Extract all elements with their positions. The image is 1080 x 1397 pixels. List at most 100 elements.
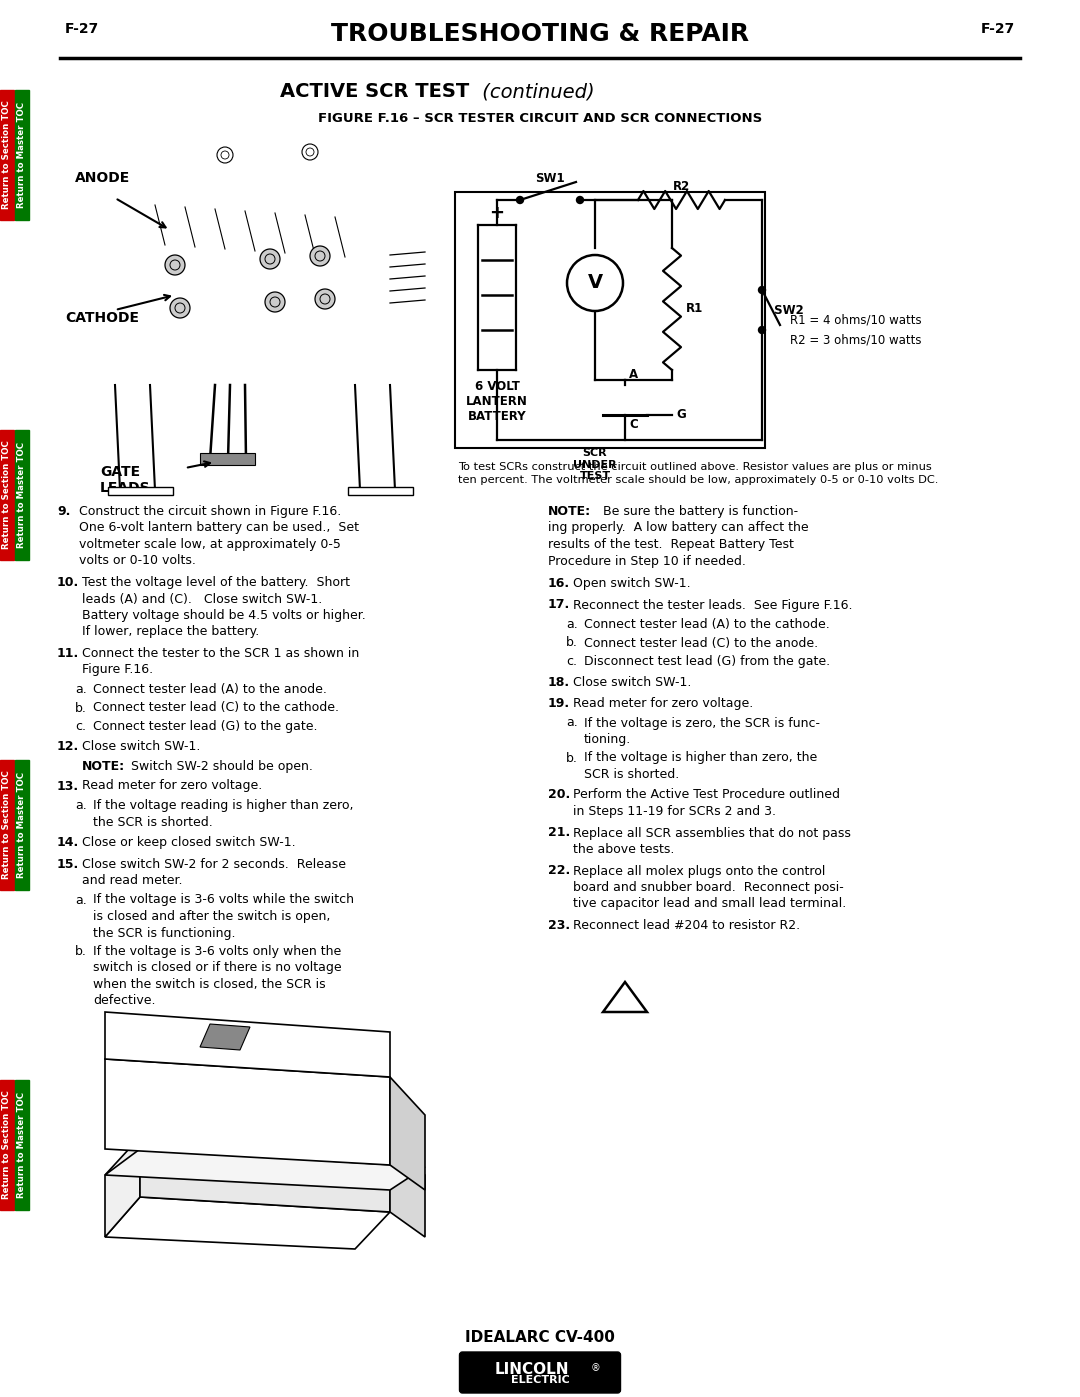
Text: Connect tester lead (G) to the gate.: Connect tester lead (G) to the gate. xyxy=(93,719,318,733)
Bar xyxy=(200,453,255,465)
Text: Disconnect test lead (G) from the gate.: Disconnect test lead (G) from the gate. xyxy=(584,655,831,668)
Text: leads (A) and (C).   Close switch SW-1.: leads (A) and (C). Close switch SW-1. xyxy=(82,592,322,605)
Text: IDEALARC CV-400: IDEALARC CV-400 xyxy=(465,1330,615,1345)
Text: To test SCRs construct the circuit outlined above. Resistor values are plus or m: To test SCRs construct the circuit outli… xyxy=(458,462,932,472)
Text: Return to Master TOC: Return to Master TOC xyxy=(17,102,27,208)
Polygon shape xyxy=(200,1024,249,1051)
Bar xyxy=(15,430,29,560)
Text: Figure F.16.: Figure F.16. xyxy=(82,664,153,676)
Text: 16.: 16. xyxy=(548,577,570,590)
Bar xyxy=(15,1080,29,1210)
Text: C: C xyxy=(629,419,638,432)
Text: 18.: 18. xyxy=(548,676,570,689)
Text: tioning.: tioning. xyxy=(584,733,631,746)
Text: the SCR is functioning.: the SCR is functioning. xyxy=(93,926,235,940)
Text: LINCOLN: LINCOLN xyxy=(495,1362,569,1377)
Text: b.: b. xyxy=(566,637,578,650)
Text: Switch SW-2 should be open.: Switch SW-2 should be open. xyxy=(127,760,313,773)
Text: 22.: 22. xyxy=(548,865,570,877)
Text: Return to Master TOC: Return to Master TOC xyxy=(17,1092,27,1199)
Text: Connect tester lead (A) to the anode.: Connect tester lead (A) to the anode. xyxy=(93,683,327,696)
Text: If the voltage is zero, the SCR is func-: If the voltage is zero, the SCR is func- xyxy=(584,717,820,729)
Text: FIGURE F.16 – SCR TESTER CIRCUIT AND SCR CONNECTIONS: FIGURE F.16 – SCR TESTER CIRCUIT AND SCR… xyxy=(318,112,762,124)
Text: and read meter.: and read meter. xyxy=(82,875,183,887)
Polygon shape xyxy=(105,1011,390,1077)
Text: Close or keep closed switch SW-1.: Close or keep closed switch SW-1. xyxy=(82,835,296,849)
Circle shape xyxy=(265,292,285,312)
Text: Return to Master TOC: Return to Master TOC xyxy=(17,773,27,877)
Text: R1 = 4 ohms/10 watts: R1 = 4 ohms/10 watts xyxy=(789,313,921,327)
Text: ten percent. The voltmeter scale should be low, approximately 0-5 or 0-10 volts : ten percent. The voltmeter scale should … xyxy=(458,475,939,485)
Text: +: + xyxy=(489,204,504,222)
Text: a.: a. xyxy=(75,799,86,812)
Text: when the switch is closed, the SCR is: when the switch is closed, the SCR is xyxy=(93,978,326,990)
Text: volts or 0-10 volts.: volts or 0-10 volts. xyxy=(79,555,195,567)
Text: ELECTRIC: ELECTRIC xyxy=(511,1375,569,1386)
Text: b.: b. xyxy=(75,701,86,714)
Circle shape xyxy=(315,289,335,309)
Text: Read meter for zero voltage.: Read meter for zero voltage. xyxy=(82,780,262,792)
Text: Perform the Active Test Procedure outlined: Perform the Active Test Procedure outlin… xyxy=(573,788,840,802)
FancyBboxPatch shape xyxy=(459,1352,621,1393)
Text: Reconnect lead #204 to resistor R2.: Reconnect lead #204 to resistor R2. xyxy=(573,919,800,932)
Text: ACTIVE SCR TEST: ACTIVE SCR TEST xyxy=(281,82,470,101)
Text: Connect the tester to the SCR 1 as shown in: Connect the tester to the SCR 1 as shown… xyxy=(82,647,360,659)
Text: If the voltage is 3-6 volts only when the: If the voltage is 3-6 volts only when th… xyxy=(93,944,341,958)
Text: One 6-volt lantern battery can be used.,  Set: One 6-volt lantern battery can be used.,… xyxy=(79,521,359,535)
Text: c.: c. xyxy=(566,655,577,668)
Text: G: G xyxy=(676,408,686,422)
Text: voltmeter scale low, at approximately 0-5: voltmeter scale low, at approximately 0-… xyxy=(79,538,341,550)
Text: Return to Section TOC: Return to Section TOC xyxy=(2,101,12,210)
Circle shape xyxy=(758,327,766,334)
Text: LEADS: LEADS xyxy=(100,481,150,495)
Text: 15.: 15. xyxy=(57,858,79,870)
Text: SCR is shorted.: SCR is shorted. xyxy=(584,768,679,781)
Text: tive capacitor lead and small lead terminal.: tive capacitor lead and small lead termi… xyxy=(573,897,847,911)
Text: A: A xyxy=(629,367,638,380)
Text: in Steps 11-19 for SCRs 2 and 3.: in Steps 11-19 for SCRs 2 and 3. xyxy=(573,805,777,819)
Text: 6 VOLT
LANTERN
BATTERY: 6 VOLT LANTERN BATTERY xyxy=(467,380,528,423)
Text: R1: R1 xyxy=(686,303,703,316)
Bar xyxy=(0,1080,14,1210)
Text: Open switch SW-1.: Open switch SW-1. xyxy=(573,577,690,590)
Text: If lower, replace the battery.: If lower, replace the battery. xyxy=(82,626,259,638)
Text: c.: c. xyxy=(75,719,86,733)
Circle shape xyxy=(577,197,583,204)
Text: Connect tester lead (A) to the cathode.: Connect tester lead (A) to the cathode. xyxy=(584,617,829,631)
Bar xyxy=(0,89,14,219)
Text: Connect tester lead (C) to the cathode.: Connect tester lead (C) to the cathode. xyxy=(93,701,339,714)
Text: V: V xyxy=(588,274,603,292)
Text: CATHODE: CATHODE xyxy=(65,312,139,326)
Polygon shape xyxy=(105,1148,426,1190)
Text: 17.: 17. xyxy=(548,598,570,612)
Text: F-27: F-27 xyxy=(981,22,1015,36)
Text: If the voltage reading is higher than zero,: If the voltage reading is higher than ze… xyxy=(93,799,353,812)
Text: 19.: 19. xyxy=(548,697,570,710)
Text: Close switch SW-2 for 2 seconds.  Release: Close switch SW-2 for 2 seconds. Release xyxy=(82,858,346,870)
Text: Construct the circuit shown in Figure F.16.: Construct the circuit shown in Figure F.… xyxy=(79,504,341,518)
Bar xyxy=(0,760,14,890)
Text: 14.: 14. xyxy=(57,835,79,849)
Text: (continued): (continued) xyxy=(475,82,594,101)
Text: Read meter for zero voltage.: Read meter for zero voltage. xyxy=(573,697,753,710)
Circle shape xyxy=(170,298,190,319)
Text: 9.: 9. xyxy=(57,504,70,518)
Circle shape xyxy=(567,256,623,312)
Text: Procedure in Step 10 if needed.: Procedure in Step 10 if needed. xyxy=(548,555,746,567)
Text: is closed and after the switch is open,: is closed and after the switch is open, xyxy=(93,909,330,923)
Text: If the voltage is 3-6 volts while the switch: If the voltage is 3-6 volts while the sw… xyxy=(93,894,354,907)
Text: R2 = 3 ohms/10 watts: R2 = 3 ohms/10 watts xyxy=(789,334,921,346)
Text: Replace all SCR assemblies that do not pass: Replace all SCR assemblies that do not p… xyxy=(573,827,851,840)
Text: ®: ® xyxy=(590,1363,599,1373)
Text: NOTE:: NOTE: xyxy=(82,760,125,773)
Text: Return to Section TOC: Return to Section TOC xyxy=(2,771,12,879)
Bar xyxy=(15,89,29,219)
Text: Replace all molex plugs onto the control: Replace all molex plugs onto the control xyxy=(573,865,825,877)
Text: ANODE: ANODE xyxy=(75,170,131,184)
Text: 13.: 13. xyxy=(57,780,79,792)
Text: 20.: 20. xyxy=(548,788,570,802)
Text: Return to Master TOC: Return to Master TOC xyxy=(17,441,27,548)
Polygon shape xyxy=(105,1059,390,1165)
Polygon shape xyxy=(390,1148,426,1236)
Polygon shape xyxy=(140,1134,390,1213)
